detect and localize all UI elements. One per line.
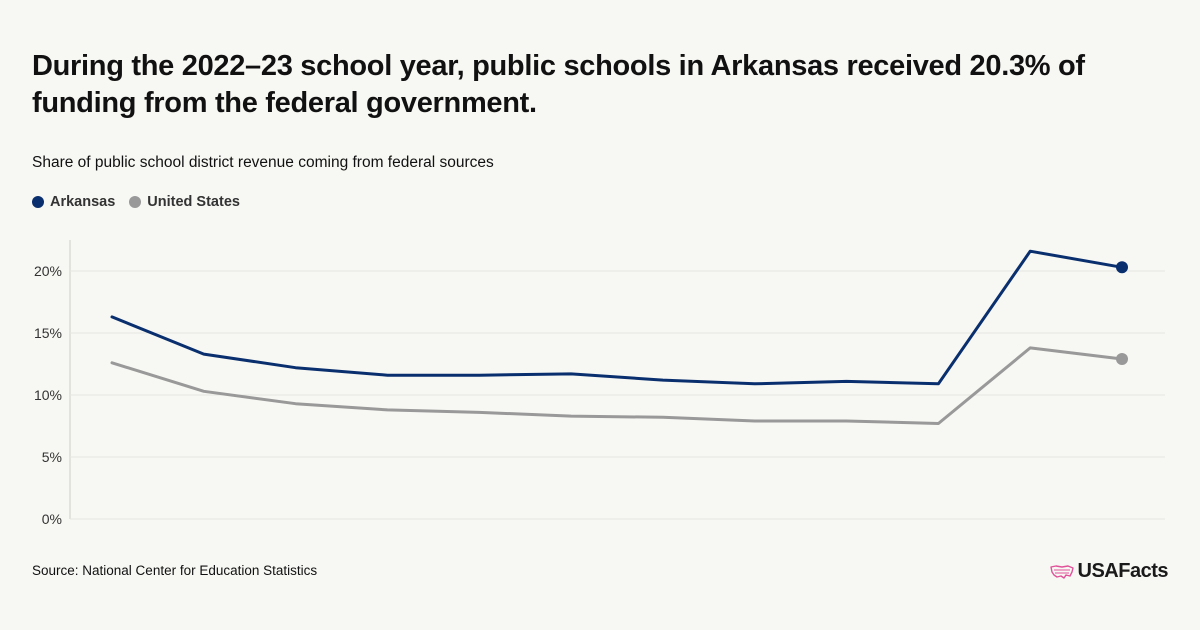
y-tick-label-0: 0% <box>42 511 62 527</box>
y-tick-label-10: 10% <box>34 387 62 403</box>
source-note: Source: National Center for Education St… <box>32 563 318 578</box>
legend-item-united-states[interactable]: United States <box>129 194 240 210</box>
series-line-arkansas <box>110 249 1124 386</box>
legend-label-united-states: United States <box>147 194 240 210</box>
legend-marker-arkansas <box>32 196 44 208</box>
legend-marker-united-states <box>129 196 142 208</box>
y-tick-label-20: 20% <box>34 263 62 279</box>
logo-text: USAFacts <box>1077 560 1169 582</box>
series-endpoint-arkansas <box>1116 261 1128 274</box>
chart-legend: Arkansas United States <box>32 194 240 210</box>
legend-label-arkansas: Arkansas <box>50 194 116 210</box>
series-line-united-states <box>110 346 1124 425</box>
legend-item-arkansas[interactable]: Arkansas <box>32 194 115 210</box>
us-map-icon <box>1049 564 1074 579</box>
y-tick-label-15: 15% <box>34 325 62 341</box>
chart-subtitle: Share of public school district revenue … <box>32 154 494 171</box>
y-tick-label-5: 5% <box>42 449 62 465</box>
usafacts-logo: USAFacts <box>1049 560 1169 583</box>
series-endpoint-united-states <box>1116 353 1128 366</box>
chart-headline: During the 2022–23 school year, public s… <box>32 50 1085 119</box>
